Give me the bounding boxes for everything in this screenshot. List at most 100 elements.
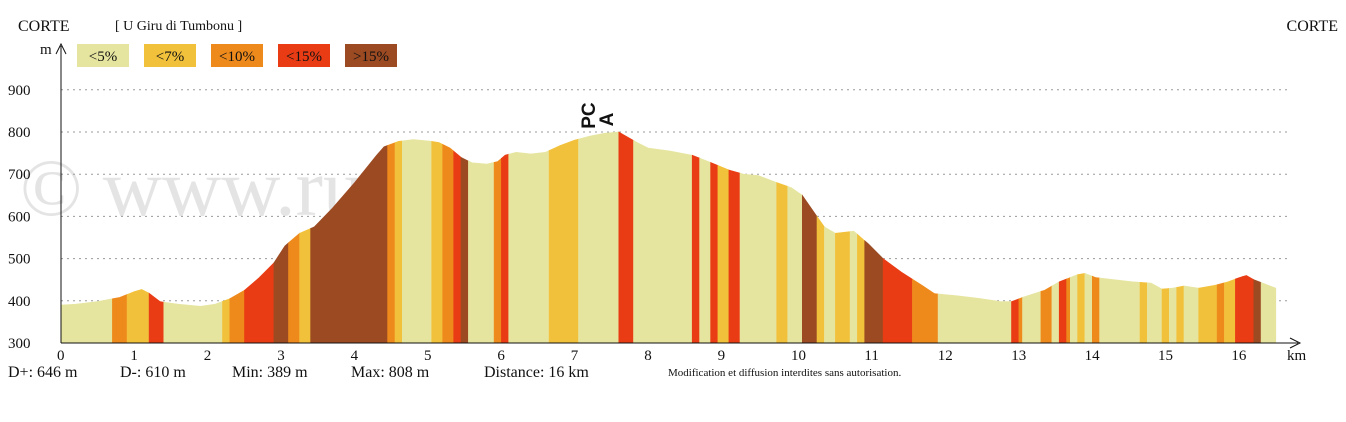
max-elevation: Max: 808 m — [351, 364, 430, 381]
slope-legend: <5% <7% <10% <15% >15% — [77, 44, 397, 67]
slope-band-69 — [1242, 275, 1255, 344]
x-tick-label: 3 — [277, 348, 285, 364]
x-tick-label: 11 — [864, 348, 878, 364]
slope-band-13 — [394, 140, 403, 344]
slope-band-21 — [501, 153, 510, 344]
route-name: [ U Giru di Tumbonu ] — [115, 19, 242, 34]
slope-band-32 — [728, 169, 741, 344]
slope-band-26 — [618, 131, 634, 344]
elevation-loss: D-: 610 m — [120, 364, 186, 381]
slope-band-70 — [1253, 279, 1262, 344]
slope-band-59 — [1139, 281, 1148, 344]
slope-band-14 — [401, 139, 433, 344]
slope-band-55 — [1077, 273, 1086, 344]
slope-band-30 — [710, 161, 719, 344]
x-tick-label: 6 — [497, 348, 505, 364]
slope-band-45 — [923, 285, 939, 344]
slope-band-47 — [1011, 298, 1020, 344]
slope-band-53 — [1066, 277, 1071, 344]
slope-band-54 — [1070, 274, 1078, 344]
x-tick-label: 13 — [1011, 348, 1026, 364]
slope-band-46 — [937, 293, 1012, 344]
slope-band-31 — [717, 164, 730, 344]
slope-band-66 — [1216, 282, 1225, 344]
slope-band-48 — [1018, 296, 1023, 344]
legend-label: <7% — [156, 49, 184, 65]
x-tick-label: 10 — [791, 348, 806, 364]
slope-band-23 — [548, 146, 557, 344]
slope-band-51 — [1051, 281, 1060, 344]
slope-band-60 — [1147, 282, 1163, 344]
legend-swatch — [77, 44, 129, 67]
slope-band-41 — [857, 233, 866, 344]
end-location-label: CORTE — [1287, 18, 1338, 35]
y-tick-label: 700 — [8, 167, 31, 183]
x-tick-label: 12 — [938, 348, 953, 364]
slope-band-67 — [1224, 278, 1236, 344]
x-tick-label: 15 — [1158, 348, 1173, 364]
start-location-label: CORTE — [18, 18, 69, 35]
x-tick-label: 2 — [204, 348, 212, 364]
slope-band-27 — [633, 139, 693, 344]
legend-label: <5% — [89, 49, 117, 65]
slope-fill-bands — [60, 131, 1277, 344]
x-tick-label: 16 — [1231, 348, 1247, 364]
x-axis-arrow — [1289, 337, 1302, 349]
copyright-notice: Modification et diffusion interdites san… — [668, 367, 901, 379]
x-tick-label: 14 — [1085, 348, 1101, 364]
legend-swatch — [345, 44, 397, 67]
total-distance: Distance: 16 km — [484, 364, 589, 381]
slope-band-34 — [776, 182, 789, 344]
x-tick-label: 4 — [351, 348, 359, 364]
x-tick-label: 1 — [130, 348, 138, 364]
slope-band-49 — [1022, 290, 1042, 344]
slope-band-7 — [244, 262, 275, 344]
slope-band-16 — [442, 143, 455, 344]
min-elevation: Min: 389 m — [232, 364, 308, 381]
slope-band-36 — [801, 194, 818, 344]
slope-band-57 — [1092, 275, 1100, 344]
y-axis-unit: m — [40, 42, 52, 58]
y-tick-label: 400 — [8, 294, 31, 310]
slope-band-2 — [126, 289, 150, 344]
legend-label: >15% — [353, 49, 389, 65]
route-marker-a: A — [597, 112, 618, 126]
x-tick-label: 7 — [571, 348, 579, 364]
slope-band-40 — [849, 230, 858, 344]
axes — [55, 42, 1302, 349]
legend-label: <15% — [286, 49, 322, 65]
slope-band-52 — [1058, 278, 1067, 344]
slope-band-39 — [835, 231, 851, 344]
slope-band-0 — [60, 298, 113, 344]
x-tick-label: 5 — [424, 348, 432, 364]
x-tick-labels: 0 1 2 3 4 5 6 7 8 9 10 11 12 13 14 15 16 — [57, 348, 1247, 364]
slope-band-22 — [508, 150, 550, 344]
slope-band-42 — [864, 240, 884, 344]
slope-band-68 — [1235, 276, 1243, 344]
slope-band-18 — [460, 156, 469, 344]
slope-band-20 — [493, 157, 502, 344]
legend-label: <10% — [219, 49, 255, 65]
slope-band-62 — [1169, 287, 1177, 344]
slope-band-29 — [699, 157, 711, 344]
legend-swatch — [144, 44, 196, 67]
slope-band-64 — [1183, 285, 1199, 344]
slope-band-65 — [1198, 284, 1218, 344]
slope-band-35 — [787, 185, 803, 344]
legend-swatch — [211, 44, 263, 67]
slope-band-33 — [739, 172, 778, 344]
x-tick-label: 0 — [57, 348, 65, 364]
x-tick-label: 8 — [644, 348, 652, 364]
slope-band-28 — [691, 154, 700, 344]
slope-band-61 — [1161, 288, 1170, 344]
slope-band-6 — [229, 289, 245, 344]
route-marker-pc: PC — [579, 102, 600, 129]
slope-band-1 — [112, 294, 128, 344]
y-tick-label: 800 — [8, 125, 31, 141]
slope-band-43 — [882, 258, 913, 344]
y-tick-label: 300 — [8, 336, 31, 352]
y-tick-labels: 300 400 500 600 700 800 900 — [8, 83, 31, 352]
legend-swatch — [278, 44, 330, 67]
slope-band-44 — [912, 278, 924, 344]
